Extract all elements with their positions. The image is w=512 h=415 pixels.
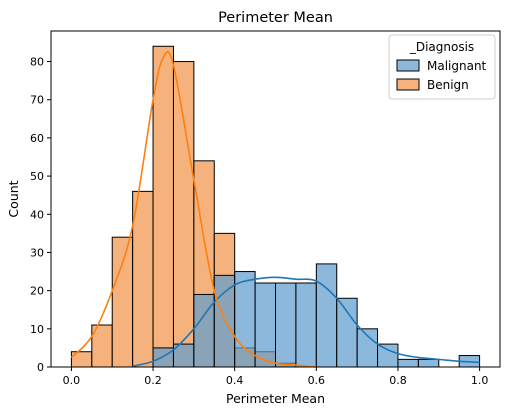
legend-swatch-malignant bbox=[396, 59, 420, 72]
x-axis-label: Perimeter Mean bbox=[226, 391, 325, 406]
legend-label-malignant: Malignant bbox=[427, 59, 487, 73]
bar-benign bbox=[132, 190, 154, 368]
bar-malignant bbox=[397, 358, 419, 368]
bar-malignant bbox=[254, 282, 277, 368]
y-tick-label: 30 bbox=[30, 246, 44, 259]
y-tick-label: 70 bbox=[30, 94, 44, 107]
legend-label-benign: Benign bbox=[427, 78, 469, 92]
x-tick-label: 1.0 bbox=[471, 374, 489, 387]
bar-malignant bbox=[315, 263, 338, 368]
bar-malignant bbox=[213, 274, 236, 368]
y-tick-label: 20 bbox=[30, 285, 44, 298]
bar-benign bbox=[152, 45, 174, 368]
y-tick-label: 0 bbox=[37, 361, 44, 374]
bar-benign bbox=[172, 61, 195, 368]
legend-title: _Diagnosis bbox=[409, 40, 474, 54]
kde-line-benign bbox=[70, 50, 317, 368]
x-tick-label: 0.4 bbox=[226, 374, 244, 387]
bar-benign bbox=[111, 236, 134, 368]
kde-line-malignant bbox=[132, 276, 480, 368]
x-tick-label: 0.0 bbox=[63, 374, 81, 387]
y-tick-label: 80 bbox=[30, 56, 44, 69]
chart-title: Perimeter Mean bbox=[218, 10, 333, 26]
y-axis-label: Count bbox=[6, 180, 21, 217]
y-tick-label: 10 bbox=[30, 323, 44, 336]
y-tick-label: 40 bbox=[30, 208, 44, 221]
bar-malignant bbox=[336, 297, 358, 368]
bar-malignant bbox=[295, 282, 317, 368]
bar-malignant bbox=[417, 358, 440, 368]
x-tick-label: 0.2 bbox=[144, 374, 162, 387]
bar-malignant bbox=[152, 347, 174, 368]
x-tick-label: 0.8 bbox=[389, 374, 407, 387]
bar-malignant bbox=[275, 282, 297, 368]
legend-swatch-benign bbox=[396, 78, 420, 91]
plot-frame bbox=[50, 30, 501, 368]
y-tick-label: 60 bbox=[30, 132, 44, 145]
bar-malignant bbox=[377, 343, 399, 368]
x-tick-label: 0.6 bbox=[308, 374, 326, 387]
y-tick-label: 50 bbox=[30, 170, 44, 183]
